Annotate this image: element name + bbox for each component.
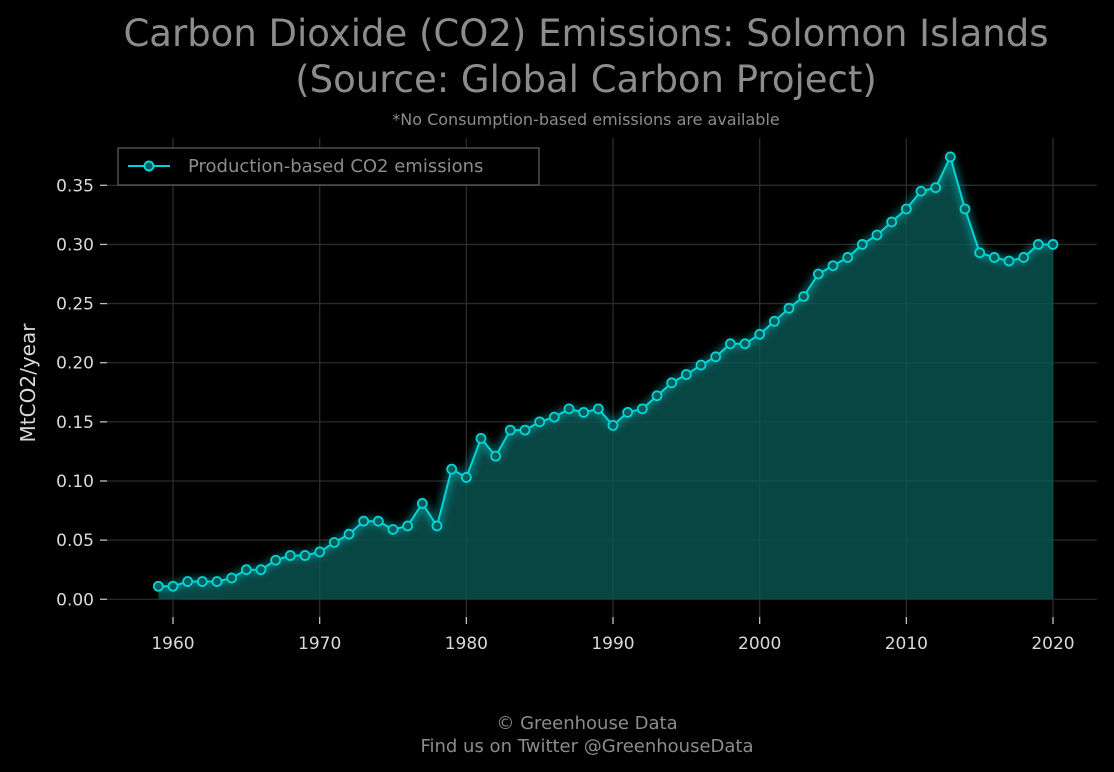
data-point-1999 <box>739 338 751 350</box>
data-point-2007 <box>856 239 868 250</box>
y-axis-label: MtCO2/year <box>16 323 40 443</box>
y-tick-label-0.20: 0.20 <box>56 354 94 374</box>
data-point-1973 <box>358 515 370 527</box>
data-point-2012 <box>930 182 942 194</box>
data-point-1965 <box>240 564 252 576</box>
chart-subtitle: *No Consumption-based emissions are avai… <box>392 110 780 129</box>
data-point-1959 <box>152 580 164 592</box>
data-point-1992 <box>636 403 648 415</box>
x-tick-label-1990: 1990 <box>591 634 634 654</box>
data-point-1970 <box>314 546 326 558</box>
data-point-2018 <box>1018 252 1030 263</box>
data-point-1964 <box>226 572 238 584</box>
x-tick-label-2020: 2020 <box>1031 634 1074 654</box>
data-point-1972 <box>343 528 355 540</box>
data-point-1985 <box>534 416 546 428</box>
x-tick-label-1980: 1980 <box>445 634 488 654</box>
x-tick-label-1960: 1960 <box>151 634 194 654</box>
data-point-1987 <box>563 403 575 415</box>
data-point-1980 <box>460 472 472 483</box>
x-tick-label-2000: 2000 <box>738 634 781 654</box>
y-tick-label-0.15: 0.15 <box>56 413 94 433</box>
data-point-1969 <box>299 550 311 561</box>
data-point-2006 <box>842 252 854 263</box>
data-point-1966 <box>255 564 267 576</box>
data-point-1967 <box>270 554 282 566</box>
data-point-1961 <box>182 576 194 587</box>
data-point-1990 <box>607 419 619 431</box>
y-tick-label-0.10: 0.10 <box>56 472 94 492</box>
data-point-2020 <box>1047 239 1059 250</box>
y-tick-label-0.35: 0.35 <box>56 176 94 196</box>
data-point-2015 <box>974 247 986 259</box>
legend-marker <box>143 160 155 172</box>
y-tick-label-0.00: 0.00 <box>56 590 94 610</box>
data-point-1993 <box>651 390 663 402</box>
data-point-1982 <box>490 450 502 462</box>
data-point-1994 <box>666 377 678 389</box>
data-point-1968 <box>284 550 296 561</box>
data-point-2016 <box>988 252 1000 263</box>
data-point-1974 <box>372 515 384 527</box>
data-point-1971 <box>328 537 340 548</box>
footer-copyright: © Greenhouse Data <box>496 713 677 734</box>
legend-box <box>117 147 540 186</box>
data-point-2004 <box>812 268 824 280</box>
data-point-1978 <box>431 520 443 532</box>
data-point-1997 <box>710 351 722 363</box>
data-point-1988 <box>578 406 590 418</box>
data-point-1975 <box>387 524 399 535</box>
data-point-1977 <box>416 498 428 509</box>
data-point-1986 <box>548 411 560 423</box>
data-point-2005 <box>827 260 839 272</box>
data-point-1983 <box>504 424 516 436</box>
y-tick-label-0.25: 0.25 <box>56 295 94 315</box>
data-point-1976 <box>402 520 414 532</box>
legend: Production-based CO2 emissions <box>117 147 540 186</box>
data-point-1963 <box>211 576 223 587</box>
data-point-2000 <box>754 328 766 340</box>
data-point-2011 <box>915 185 927 197</box>
chart-title: Carbon Dioxide (CO2) Emissions: Solomon … <box>123 12 1048 55</box>
axes: 1960 1970 1980 1990 2000 2010 2020 0.00 0.05 0.10… <box>56 176 1074 654</box>
area-layer <box>152 151 1059 600</box>
data-point-1995 <box>680 369 692 380</box>
data-point-1981 <box>475 433 487 444</box>
series-area-fill <box>158 156 1054 600</box>
data-point-2019 <box>1032 239 1044 250</box>
legend-label: Production-based CO2 emissions <box>188 156 483 177</box>
data-point-1984 <box>519 424 531 436</box>
data-point-2002 <box>783 302 795 314</box>
data-point-2014 <box>959 203 971 215</box>
x-tick-label-1970: 1970 <box>298 634 341 654</box>
data-point-2013 <box>944 151 956 163</box>
data-point-1960 <box>167 580 179 592</box>
data-point-2003 <box>798 291 810 302</box>
data-point-1962 <box>196 576 208 587</box>
data-point-1991 <box>622 406 634 418</box>
data-point-2017 <box>1003 255 1015 267</box>
data-point-1996 <box>695 359 707 371</box>
footer-twitter: Find us on Twitter @GreenhouseData <box>420 736 753 757</box>
x-tick-label-2010: 2010 <box>885 634 928 654</box>
data-point-1998 <box>724 338 736 350</box>
chart-title-source: (Source: Global Carbon Project) <box>295 58 877 101</box>
data-point-1979 <box>446 463 458 475</box>
data-point-2010 <box>900 203 912 215</box>
y-tick-label-0.05: 0.05 <box>56 531 94 551</box>
data-point-1989 <box>592 403 604 415</box>
data-point-2009 <box>886 216 898 228</box>
y-tick-label-0.30: 0.30 <box>56 235 94 255</box>
data-point-2008 <box>871 229 883 241</box>
data-point-2001 <box>768 315 780 327</box>
